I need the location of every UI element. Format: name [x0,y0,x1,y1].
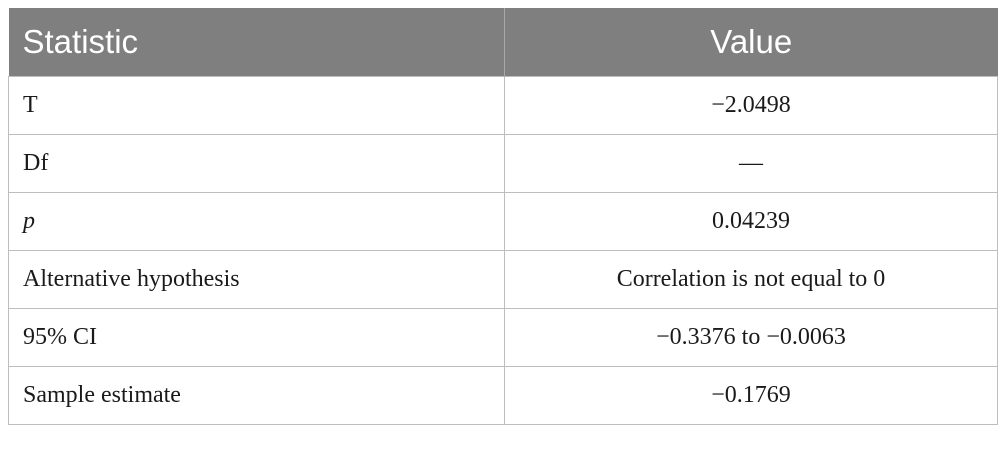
table-body: T −2.0498 Df — p 0.04239 Alternative hyp… [8,75,998,425]
table-header: Statistic Value [8,8,998,76]
row-value: Correlation is not equal to 0 [504,249,998,309]
header-row: Statistic Value [8,8,998,76]
header-statistic: Statistic [8,8,505,76]
header-value: Value [710,22,793,60]
table-row: Sample estimate −0.1769 [8,365,998,425]
table-row: 95% CI −0.3376 to −0.0063 [8,307,998,367]
row-value: −2.0498 [504,75,998,135]
row-value: −0.3376 to −0.0063 [504,307,998,367]
row-statistic: Sample estimate [8,365,505,425]
row-statistic: Alternative hypothesis [8,249,505,309]
row-statistic: 95% CI [8,307,505,367]
statistics-table: Statistic Value T −2.0498 Df — p 0.04239… [8,8,998,425]
table-row: Alternative hypothesis Correlation is no… [8,249,998,309]
row-statistic: T [8,75,505,135]
table-row: p 0.04239 [8,191,998,251]
table-row: Df — [8,133,998,193]
table-row: T −2.0498 [8,75,998,135]
row-value: 0.04239 [504,191,998,251]
row-value: −0.1769 [504,365,998,425]
row-value: — [504,133,998,193]
row-statistic: Df [8,133,505,193]
row-statistic: p [8,191,505,251]
